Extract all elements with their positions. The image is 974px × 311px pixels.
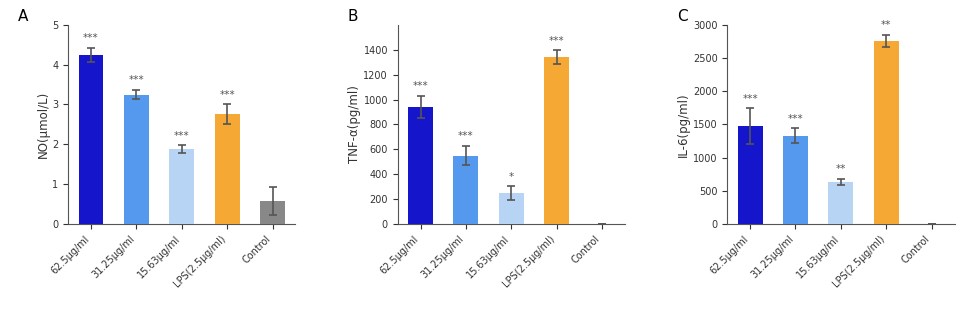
Text: ***: *** — [742, 94, 758, 104]
Text: B: B — [348, 9, 358, 24]
Text: ***: *** — [788, 114, 804, 124]
Bar — [79, 55, 103, 224]
Bar — [499, 193, 524, 224]
Text: **: ** — [881, 21, 891, 30]
Text: A: A — [19, 9, 28, 24]
Text: ***: *** — [219, 90, 235, 100]
Bar — [260, 201, 285, 224]
Bar — [874, 41, 899, 224]
Bar — [408, 107, 433, 224]
Bar — [214, 114, 240, 224]
Text: ***: *** — [549, 36, 565, 46]
Bar — [454, 156, 478, 224]
Bar — [169, 150, 194, 224]
Bar — [783, 136, 808, 224]
Bar — [124, 95, 149, 224]
Text: ***: *** — [458, 131, 473, 141]
Text: **: ** — [836, 165, 846, 174]
Text: ***: *** — [174, 131, 190, 141]
Bar — [829, 182, 853, 224]
Text: C: C — [677, 9, 688, 24]
Y-axis label: IL-6(pg/ml): IL-6(pg/ml) — [677, 92, 690, 157]
Text: ***: *** — [129, 75, 144, 86]
Text: *: * — [508, 172, 514, 182]
Text: ***: *** — [83, 33, 99, 43]
Bar — [544, 57, 569, 224]
Text: ***: *** — [413, 81, 429, 91]
Bar — [737, 126, 763, 224]
Y-axis label: NO(μmol/L): NO(μmol/L) — [36, 91, 50, 158]
Y-axis label: TNF-α(pg/ml): TNF-α(pg/ml) — [348, 86, 360, 163]
